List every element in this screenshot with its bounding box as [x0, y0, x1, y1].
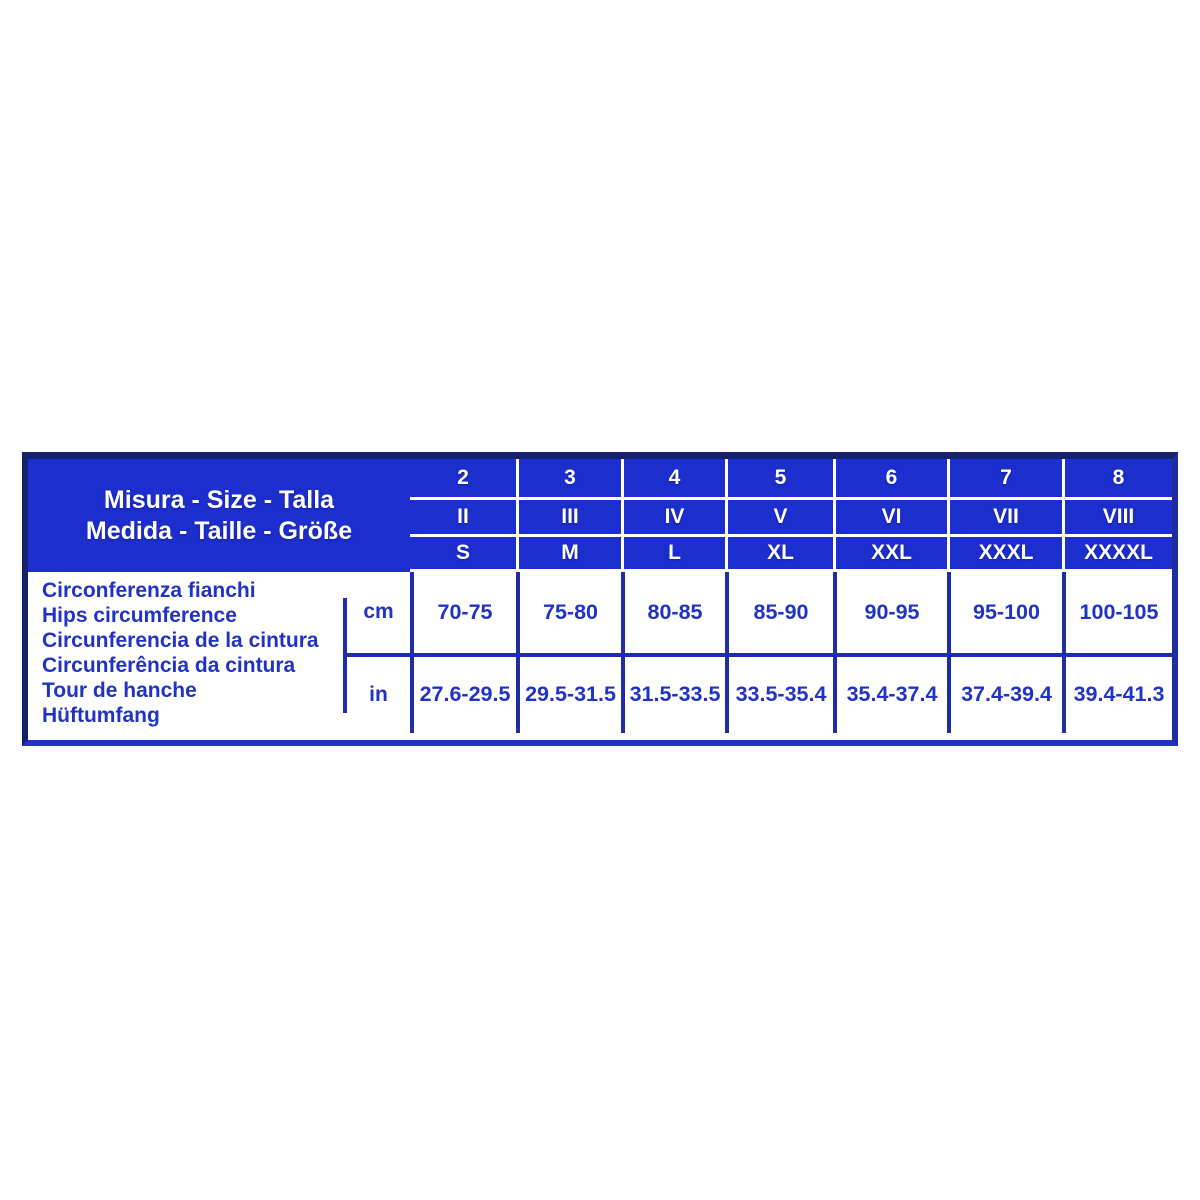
size-header-grid: 2 3 4 5 6 7 8 II III IV V VI VII VIII S … [410, 459, 1172, 572]
size-roman-cell: VI [833, 496, 947, 535]
table-title: Misura - Size - Talla Medida - Taille - … [28, 459, 410, 572]
size-number-cell: 2 [457, 465, 469, 489]
unit-in-label: in [347, 652, 410, 734]
value-cell-cm: 100-105 [1062, 572, 1172, 653]
label-unit-divider [343, 598, 347, 713]
size-number-cell: 8 [1062, 459, 1172, 497]
title-line-2: Medida - Taille - Größe [85, 516, 353, 545]
size-number-cell: 7 [947, 459, 1062, 497]
unit-column: cm in [347, 572, 410, 733]
measurement-label-line: Tour de hanche [42, 678, 197, 702]
size-letter-cell: XL [725, 534, 833, 572]
size-roman-cell: VIII [1062, 496, 1172, 535]
size-number-cell: 6 [833, 459, 947, 497]
size-roman-cell: IV [621, 496, 725, 535]
value-cell-in: 27.6-29.5 [410, 652, 516, 733]
value-cell-in: 31.5-33.5 [621, 652, 725, 733]
value-cell-cm: 95-100 [947, 572, 1062, 653]
value-cell-cm: 90-95 [833, 572, 947, 653]
table-body: Circonferenza fianchi Hips circumference… [28, 572, 1172, 740]
value-cell-cm: 70-75 [410, 572, 516, 653]
measurement-label: Circonferenza fianchi Hips circumference… [28, 572, 343, 733]
size-letter-cell: XXXXL [1062, 534, 1172, 572]
value-cell-in: 29.5-31.5 [516, 652, 621, 733]
measurement-label-line: Hips circumference [42, 603, 237, 627]
value-cell-cm: 75-80 [516, 572, 621, 653]
size-letter-cell: XXXL [947, 534, 1062, 572]
measurement-label-line: Circunferência da cintura [42, 653, 296, 677]
measurement-label-line: Circonferenza fianchi [42, 578, 256, 602]
size-number-cell: 4 [621, 459, 725, 497]
value-cell-cm: 80-85 [621, 572, 725, 653]
value-cell-in: 33.5-35.4 [725, 652, 833, 733]
size-letter-cell: XXL [833, 534, 947, 572]
measurement-label-line: Circunferencia de la cintura [42, 628, 319, 652]
size-letter-cell: S [410, 534, 516, 572]
unit-cm-label: cm [363, 600, 394, 624]
size-number-cell: 3 [516, 459, 621, 497]
size-letter-cell: M [516, 534, 621, 572]
value-cell-in: 39.4-41.3 [1062, 652, 1172, 733]
size-roman-cell: III [516, 496, 621, 535]
size-roman-cell: VII [947, 496, 1062, 535]
value-cell-cm: 85-90 [725, 572, 833, 653]
title-line-1: Misura - Size - Talla [103, 485, 335, 514]
value-cell-in: 37.4-39.4 [947, 652, 1062, 733]
size-roman-cell: II [410, 496, 516, 535]
size-letter-cell: L [621, 534, 725, 572]
table-header: Misura - Size - Talla Medida - Taille - … [28, 459, 1172, 572]
size-chart-table: Misura - Size - Talla Medida - Taille - … [22, 452, 1178, 746]
measurement-label-line: Hüftumfang [42, 703, 160, 727]
size-roman-cell: V [725, 496, 833, 535]
values-grid: 70-75 75-80 80-85 85-90 90-95 95-100 100… [410, 572, 1172, 733]
size-number-cell: 5 [725, 459, 833, 497]
value-cell-in: 35.4-37.4 [833, 652, 947, 733]
